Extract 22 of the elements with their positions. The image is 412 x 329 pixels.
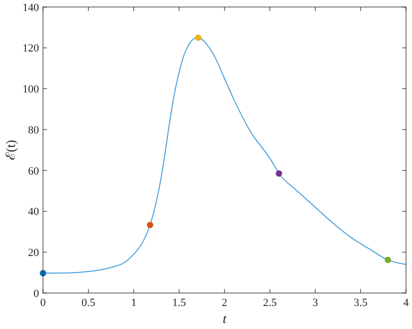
y-axis-title: ℰ(t) [3,140,18,160]
x-tick-label: 4 [403,297,410,309]
x-tick-label: 1.5 [172,297,186,309]
y-tick-label: 60 [28,165,40,178]
y-tick-label: 20 [28,246,40,259]
y-tick-label: 100 [22,84,40,96]
x-axis-title: t [222,311,227,326]
x-tick-label: 2 [222,297,228,309]
point [384,256,392,264]
point [276,170,282,177]
point [194,34,202,41]
x-tick-label: 3.5 [354,297,368,309]
x-tick-label: 3 [312,297,318,309]
y-tick-label: 120 [22,42,40,55]
y-tick-label: 0 [34,288,40,300]
x-tick-label: 0.5 [82,297,96,309]
point [146,222,154,228]
x-tick-label: 1 [131,297,136,309]
y-tick-label: 40 [28,206,40,218]
y-tick-label: 140 [22,2,40,14]
y-tick-label: 80 [28,124,40,136]
x-tick-label: 2.5 [263,297,278,309]
